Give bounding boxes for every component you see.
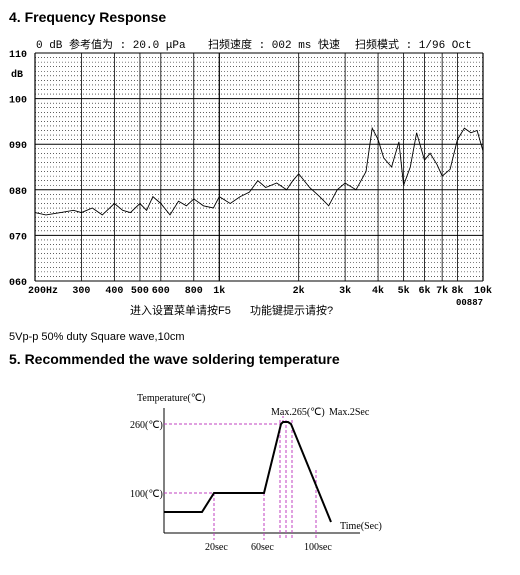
x-tick-label: 7k — [436, 285, 448, 297]
header-mode: 扫频模式 : 1/96 Oct — [355, 37, 472, 52]
x-tick-label: 800 — [185, 286, 203, 297]
section-4-title: 4. Frequency Response — [9, 9, 167, 25]
temp-max-time-label: Max.2Sec — [329, 407, 370, 418]
temp-y-label: Temperature(℃) — [137, 393, 205, 404]
x-tick-label: 3k — [339, 285, 351, 297]
x-tick-label: 10k — [474, 285, 492, 297]
x-tick-label: 2k — [293, 285, 305, 297]
y-tick-label: 070 — [9, 232, 27, 243]
temp-260-label: 260(℃) — [130, 420, 163, 431]
x-tick-label: 8k — [451, 285, 463, 297]
y-tick-label: 080 — [9, 187, 27, 198]
frequency-response-line — [34, 126, 484, 216]
y-tick-label: 100 — [9, 96, 27, 107]
section-5-title: 5. Recommended the wave soldering temper… — [9, 351, 340, 367]
y-top-label: 110 — [9, 50, 27, 61]
grid — [34, 52, 484, 282]
x-tick-label: 6k — [418, 285, 430, 297]
test-note: 5Vp-p 50% duty Square wave,10cm — [9, 331, 185, 343]
y-tick-label: 090 — [9, 141, 27, 152]
y-unit-label: dB — [11, 69, 23, 81]
extra-code: 00887 — [456, 298, 483, 308]
x-tick-label: 500 — [131, 286, 149, 297]
footer-right: 功能键提示请按? — [250, 303, 333, 317]
x-tick-label: 200Hz — [28, 286, 58, 297]
temp-max-label: Max.265(℃) — [271, 407, 325, 418]
y-tick-label: 060 — [9, 278, 27, 289]
header-speed: 扫频速度 : 002 ms 快速 — [208, 37, 340, 52]
x-tick-label: 400 — [105, 286, 123, 297]
temp-100-label: 100(℃) — [130, 489, 163, 500]
temp-20sec-label: 20sec — [205, 542, 228, 553]
x-tick-label: 300 — [72, 286, 90, 297]
temp-60sec-label: 60sec — [251, 542, 274, 553]
temp-100sec-label: 100sec — [304, 542, 332, 553]
x-tick-label: 4k — [372, 285, 384, 297]
footer-left: 进入设置菜单请按F5 — [130, 303, 231, 317]
header-ref: 0 dB 参考值为 : 20.0 μPa — [36, 37, 186, 52]
x-tick-label: 600 — [152, 286, 170, 297]
temp-x-label: Time(Sec) — [340, 521, 382, 532]
x-tick-label: 5k — [398, 285, 410, 297]
x-tick-labels: 200Hz 300 400 500 600 800 1k 2k 3k 4k 5k 6k 7k 8k 10k — [28, 285, 492, 297]
y-tick-labels: 100 090 080 070 060 — [9, 96, 27, 289]
temperature-profile-line — [164, 421, 332, 523]
x-tick-label: 1k — [213, 285, 225, 297]
frequency-response-chart: 110 dB 0 dB 参考值为 : 20.0 μPa 扫频速度 : 002 m… — [9, 37, 492, 317]
